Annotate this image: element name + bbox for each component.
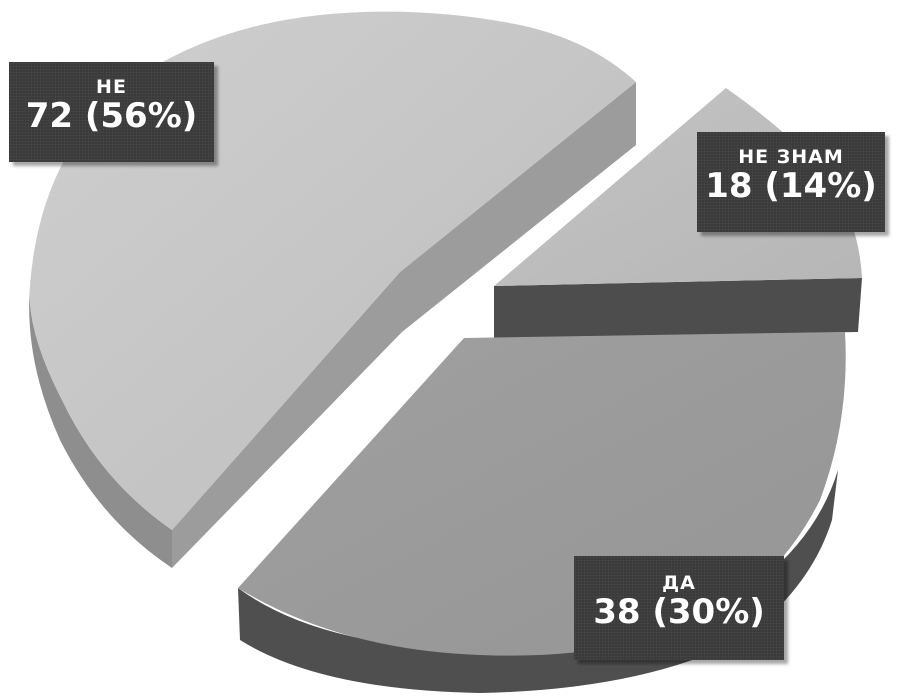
label-dont-know-value: 18 (14%)	[705, 166, 877, 206]
label-yes-name: ДА	[662, 572, 696, 594]
label-dont-know: НЕ ЗНАМ 18 (14%)	[697, 132, 885, 232]
slice-no-side	[29, 285, 173, 568]
slice-no-cut-face	[172, 82, 636, 568]
label-no-name: НЕ	[96, 76, 127, 98]
slice-dont-know-side	[494, 278, 862, 338]
label-no-value: 72 (56%)	[25, 96, 198, 136]
label-no: НЕ 72 (56%)	[9, 62, 214, 162]
label-yes-value: 38 (30%)	[593, 592, 765, 632]
label-dont-know-name: НЕ ЗНАМ	[738, 146, 844, 168]
label-yes: ДА 38 (30%)	[574, 556, 784, 660]
